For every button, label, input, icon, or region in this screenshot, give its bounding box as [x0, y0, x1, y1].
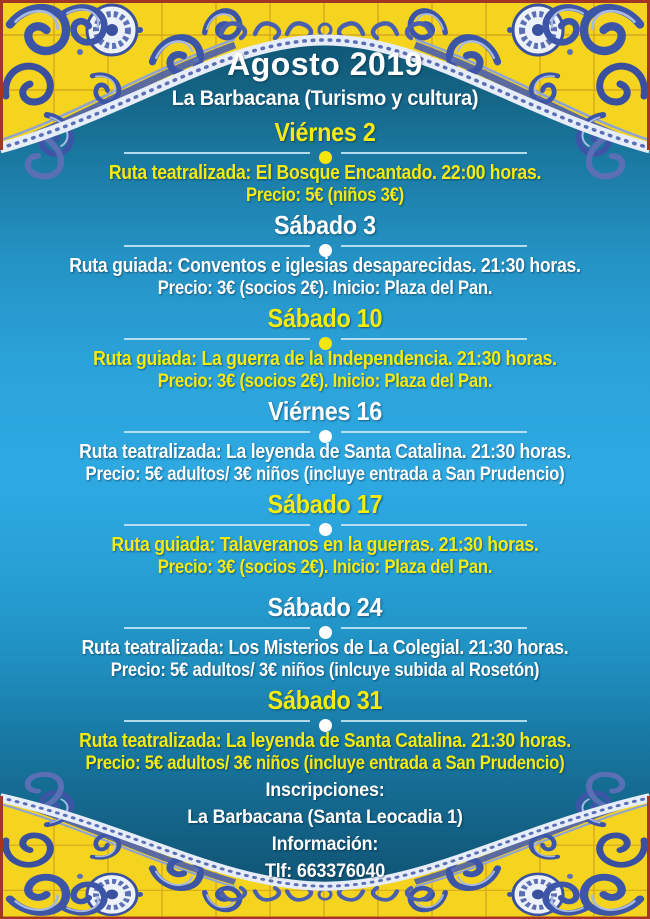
event-price: Precio: 5€ (niños 3€): [245, 185, 404, 206]
event-date: Sábado 17: [267, 489, 383, 519]
divider-line: [340, 720, 527, 722]
event-list: Viérnes 2 Ruta teatralizada: El Bosque E…: [0, 118, 650, 775]
divider-line: [123, 245, 310, 247]
divider: [0, 239, 650, 257]
divider: [0, 518, 650, 536]
divider: [0, 146, 650, 164]
event-title: Ruta teatralizada: Los Misterios de La C…: [81, 636, 569, 659]
phone-number: Tlf: 663376040: [264, 860, 386, 882]
event-block: Sábado 17 Ruta guiada: Talaveranos en la…: [0, 490, 650, 579]
divider-line: [340, 431, 527, 433]
event-title: Ruta guiada: Talaveranos en la guerras. …: [111, 533, 539, 556]
event-title: Ruta teatralizada: El Bosque Encantado. …: [108, 161, 542, 184]
event-title: Ruta guiada: Conventos e iglesias desapa…: [69, 254, 581, 277]
divider-line: [123, 431, 310, 433]
event-title: Ruta guiada: La guerra de la Independenc…: [93, 347, 557, 370]
event-block: Sábado 3 Ruta guiada: Conventos e iglesi…: [0, 211, 650, 300]
event-block: Sábado 24 Ruta teatralizada: Los Misteri…: [0, 593, 650, 682]
poster-content: Agosto 2019 La Barbacana (Turismo y cult…: [0, 46, 650, 885]
event-date: Viérnes 16: [268, 396, 382, 426]
event-price: Precio: 5€ adultos/ 3€ niños (incluye en…: [85, 464, 565, 485]
bullet-dot-icon: [318, 243, 332, 257]
event-block: Sábado 10 Ruta guiada: La guerra de la I…: [0, 304, 650, 393]
footer-contact: Inscripciones: La Barbacana (Santa Leoca…: [0, 777, 650, 885]
bullet-dot-icon: [318, 429, 332, 443]
event-title: Ruta teatralizada: La leyenda de Santa C…: [79, 440, 571, 463]
divider-line: [340, 524, 527, 526]
divider-line: [123, 524, 310, 526]
divider-line: [340, 338, 527, 340]
divider: [0, 332, 650, 350]
bullet-dot-icon: [318, 718, 332, 732]
page-title: Agosto 2019: [227, 46, 423, 82]
event-date: Sábado 24: [267, 592, 383, 622]
event-date: Sábado 31: [267, 685, 383, 715]
bullet-dot-icon: [318, 150, 332, 164]
event-title: Ruta teatralizada: La leyenda de Santa C…: [79, 729, 571, 752]
divider-line: [340, 152, 527, 154]
event-block: Sábado 31 Ruta teatralizada: La leyenda …: [0, 686, 650, 775]
divider: [0, 714, 650, 732]
event-price: Precio: 3€ (socios 2€). Inicio: Plaza de…: [157, 557, 493, 578]
inscriptions-label: Inscripciones:: [265, 779, 385, 801]
divider-line: [340, 245, 527, 247]
divider: [0, 621, 650, 639]
event-date: Sábado 3: [274, 210, 376, 240]
bullet-dot-icon: [318, 625, 332, 639]
event-price: Precio: 3€ (socios 2€). Inicio: Plaza de…: [157, 371, 493, 392]
divider-line: [123, 338, 310, 340]
bullet-dot-icon: [318, 336, 332, 350]
page-subtitle: La Barbacana (Turismo y cultura): [171, 87, 479, 110]
divider-line: [123, 627, 310, 629]
divider-line: [123, 720, 310, 722]
divider-line: [123, 152, 310, 154]
event-date: Viérnes 2: [274, 117, 376, 147]
event-block: Viérnes 16 Ruta teatralizada: La leyenda…: [0, 397, 650, 486]
event-date: Sábado 10: [267, 303, 383, 333]
inscriptions-place: La Barbacana (Santa Leocadia 1): [187, 806, 463, 828]
divider-line: [340, 627, 527, 629]
information-label: Información:: [271, 833, 379, 855]
divider: [0, 425, 650, 443]
event-price: Precio: 3€ (socios 2€). Inicio: Plaza de…: [157, 278, 493, 299]
event-price: Precio: 5€ adultos/ 3€ niños (incluye en…: [85, 753, 565, 774]
event-price: Precio: 5€ adultos/ 3€ niños (inlcuye su…: [110, 660, 540, 681]
event-block: Viérnes 2 Ruta teatralizada: El Bosque E…: [0, 118, 650, 207]
bullet-dot-icon: [318, 522, 332, 536]
